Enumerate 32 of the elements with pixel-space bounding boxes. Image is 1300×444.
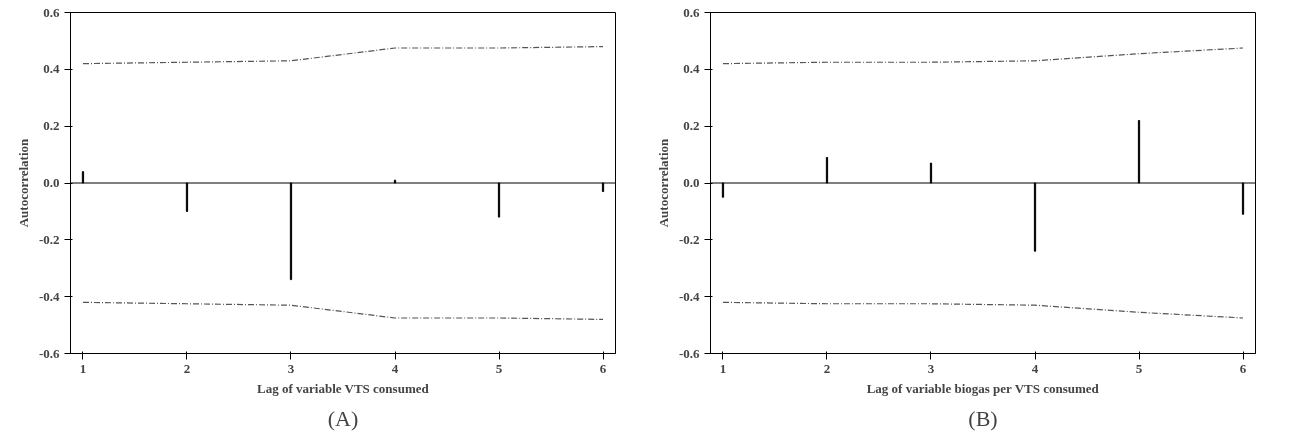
y-tick-label: -0.2 [678,231,700,247]
x-tick-label: 1 [719,360,727,376]
x-axis-title: Lag of variable VTS consumed [257,380,430,396]
y-tick-label: 0.6 [43,4,60,20]
x-tick-label: 1 [79,360,87,376]
x-tick-label: 2 [183,360,191,376]
y-tick-label: -0.6 [38,345,60,361]
y-tick-label: -0.6 [678,345,700,361]
x-tick-label: 4 [391,360,399,376]
x-tick-label: 2 [823,360,831,376]
x-tick-label: 5 [495,360,503,376]
x-tick-label: 3 [287,360,295,376]
y-tick-label: -0.4 [678,288,700,304]
y-tick-label: -0.2 [38,231,60,247]
y-tick-label: -0.4 [38,288,60,304]
x-tick-label: 6 [1239,360,1247,376]
y-tick-label: 0.0 [43,175,60,190]
x-tick-label: 4 [1031,360,1039,376]
y-tick-label: 0.2 [683,118,700,134]
y-tick-label: 0.0 [683,175,700,190]
y-tick-label: 0.4 [43,61,60,77]
y-axis-title: Autocorrelation [655,137,671,228]
x-tick-label: 6 [599,360,607,376]
y-tick-label: 0.4 [683,61,700,77]
y-axis-title: Autocorrelation [15,137,31,228]
text: (A) [327,405,359,431]
x-tick-label: 5 [1135,360,1143,376]
x-axis-title: Lag of variable biogas per VTS consumed [866,380,1100,396]
y-tick-label: 0.6 [683,4,700,20]
y-tick-label: 0.2 [43,118,60,134]
text: (B) [968,405,998,431]
x-tick-label: 3 [927,360,935,376]
